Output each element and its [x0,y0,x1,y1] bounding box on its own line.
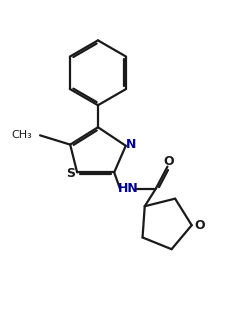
Text: O: O [163,155,174,168]
Text: HN: HN [118,182,138,195]
Text: O: O [195,219,205,232]
Text: S: S [66,167,75,180]
Text: N: N [126,138,137,151]
Text: CH₃: CH₃ [11,130,32,140]
